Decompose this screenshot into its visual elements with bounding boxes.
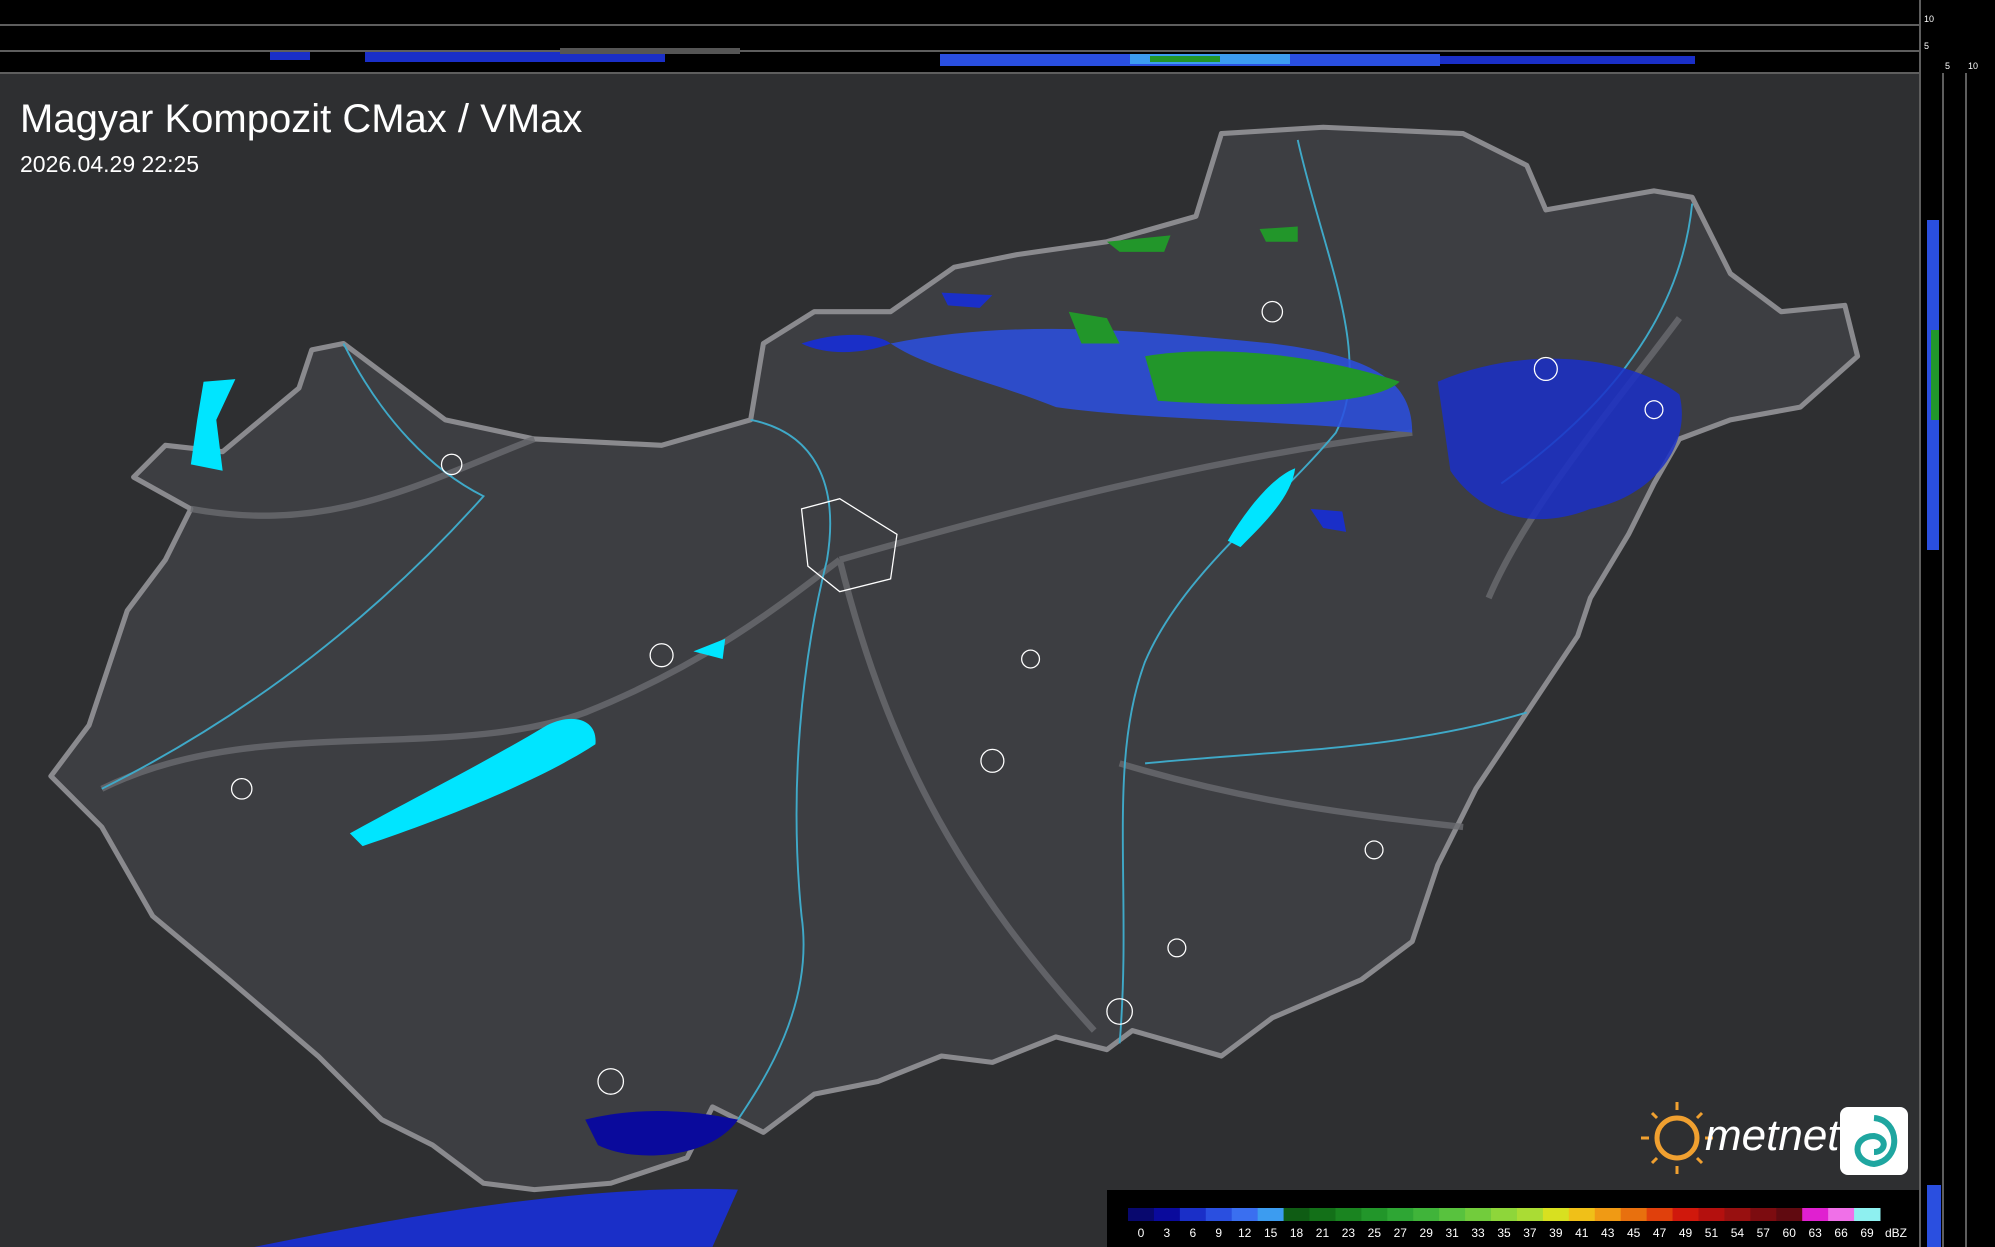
legend-swatch xyxy=(1516,1208,1544,1221)
radar-echoes xyxy=(254,226,1682,1247)
legend-swatch xyxy=(1309,1208,1336,1221)
profile-tick: 5 xyxy=(1924,41,1929,51)
legend-tick: 33 xyxy=(1471,1226,1485,1240)
legend-tick: 54 xyxy=(1731,1226,1745,1240)
legend-swatch xyxy=(1335,1208,1362,1221)
map-title: Magyar Kompozit CMax / VMax xyxy=(20,97,582,141)
legend-tick: 23 xyxy=(1342,1226,1356,1240)
legend-tick: 57 xyxy=(1757,1226,1771,1240)
legend-tick: 12 xyxy=(1238,1226,1252,1240)
legend-swatch xyxy=(1750,1208,1777,1221)
legend-swatch xyxy=(1568,1208,1596,1221)
legend-tick: 21 xyxy=(1316,1226,1330,1240)
legend-tick: 69 xyxy=(1860,1226,1874,1240)
legend-tick: 47 xyxy=(1653,1226,1667,1240)
legend-swatch xyxy=(1361,1208,1388,1221)
map xyxy=(48,124,1861,1247)
profile-tick: 10 xyxy=(1924,14,1934,24)
legend-tick: 27 xyxy=(1394,1226,1408,1240)
legend-tick: 60 xyxy=(1783,1226,1797,1240)
profile-echo xyxy=(270,48,1695,66)
legend-tick: 49 xyxy=(1679,1226,1693,1240)
legend-swatch xyxy=(1465,1208,1492,1221)
side-echo xyxy=(1927,220,1941,1247)
county-borders xyxy=(100,316,1682,1033)
country-hungary xyxy=(48,124,1861,1193)
legend-tick: 63 xyxy=(1808,1226,1822,1240)
legend-swatch xyxy=(1542,1208,1570,1221)
legend-swatch xyxy=(1283,1208,1311,1221)
legend-swatch xyxy=(1776,1208,1803,1221)
legend-swatch xyxy=(1128,1208,1155,1221)
legend-tick: 29 xyxy=(1420,1226,1434,1240)
legend-swatch xyxy=(1594,1208,1622,1221)
brand-name: metnet xyxy=(1705,1111,1841,1160)
legend-tick: 6 xyxy=(1189,1226,1196,1240)
legend-swatch xyxy=(1179,1208,1207,1221)
legend-tick: 39 xyxy=(1549,1226,1563,1240)
legend-tick: 3 xyxy=(1164,1226,1171,1240)
legend-tick: 0 xyxy=(1138,1226,1145,1240)
legend-tick: 66 xyxy=(1834,1226,1848,1240)
profile-tick: 10 xyxy=(1968,61,1978,71)
legend-unit: dBZ xyxy=(1885,1226,1907,1240)
legend-tick: 35 xyxy=(1497,1226,1511,1240)
legend-tick: 15 xyxy=(1264,1226,1278,1240)
legend-tick: 45 xyxy=(1627,1226,1641,1240)
legend-swatch xyxy=(1646,1208,1674,1221)
legend-swatch xyxy=(1854,1208,1881,1221)
legend-tick: 25 xyxy=(1368,1226,1382,1240)
legend-swatch xyxy=(1257,1208,1285,1221)
legend-swatch xyxy=(1491,1208,1518,1221)
side-profile xyxy=(1919,0,1995,1247)
legend: 0 3 6 9 12 15 18 21 23 25 27 29 31 33 35 37 39 41 43 45 47 49… xyxy=(1128,1208,1907,1240)
legend-swatch xyxy=(1802,1208,1829,1221)
legend-swatch xyxy=(1153,1208,1181,1221)
legend-tick: 37 xyxy=(1523,1226,1537,1240)
legend-swatch xyxy=(1439,1208,1466,1221)
map-timestamp: 2026.04.29 22:25 xyxy=(20,151,199,177)
legend-tick: 41 xyxy=(1575,1226,1589,1240)
legend-swatch xyxy=(1698,1208,1725,1221)
legend-tick: 31 xyxy=(1445,1226,1459,1240)
legend-swatch xyxy=(1724,1208,1751,1221)
profile-tick: 5 xyxy=(1945,61,1950,71)
lakes xyxy=(190,379,1296,847)
brand-logo xyxy=(1641,1102,1908,1175)
rivers xyxy=(101,139,1694,1121)
legend-swatch xyxy=(1620,1208,1648,1221)
legend-tick: 51 xyxy=(1705,1226,1719,1240)
legend-swatch xyxy=(1413,1208,1440,1221)
legend-tick: 9 xyxy=(1215,1226,1222,1240)
legend-swatch xyxy=(1387,1208,1414,1221)
legend-tick: 18 xyxy=(1290,1226,1304,1240)
legend-swatch xyxy=(1205,1208,1233,1221)
legend-swatch xyxy=(1828,1208,1855,1221)
legend-tick: 43 xyxy=(1601,1226,1615,1240)
settlements xyxy=(230,300,1664,1095)
legend-swatch xyxy=(1231,1208,1259,1221)
legend-swatch xyxy=(1672,1208,1699,1221)
